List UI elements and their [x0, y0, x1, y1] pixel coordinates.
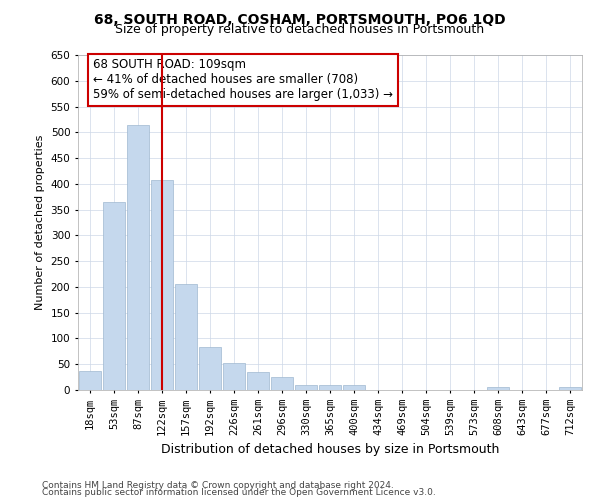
Bar — [559, 388, 581, 390]
Bar — [343, 385, 365, 390]
Text: Contains HM Land Registry data © Crown copyright and database right 2024.: Contains HM Land Registry data © Crown c… — [42, 480, 394, 490]
Bar — [79, 371, 101, 390]
Bar — [487, 388, 509, 390]
Bar — [295, 385, 317, 390]
Bar — [199, 347, 221, 390]
Text: 68, SOUTH ROAD, COSHAM, PORTSMOUTH, PO6 1QD: 68, SOUTH ROAD, COSHAM, PORTSMOUTH, PO6 … — [94, 12, 506, 26]
Bar — [151, 180, 173, 390]
Y-axis label: Number of detached properties: Number of detached properties — [35, 135, 45, 310]
Bar — [247, 372, 269, 390]
Bar — [103, 202, 125, 390]
Text: 68 SOUTH ROAD: 109sqm
← 41% of detached houses are smaller (708)
59% of semi-det: 68 SOUTH ROAD: 109sqm ← 41% of detached … — [93, 58, 393, 102]
Bar — [175, 284, 197, 390]
X-axis label: Distribution of detached houses by size in Portsmouth: Distribution of detached houses by size … — [161, 444, 499, 456]
Text: Size of property relative to detached houses in Portsmouth: Size of property relative to detached ho… — [115, 22, 485, 36]
Bar — [319, 385, 341, 390]
Text: Contains public sector information licensed under the Open Government Licence v3: Contains public sector information licen… — [42, 488, 436, 497]
Bar — [223, 362, 245, 390]
Bar — [271, 377, 293, 390]
Bar — [127, 124, 149, 390]
